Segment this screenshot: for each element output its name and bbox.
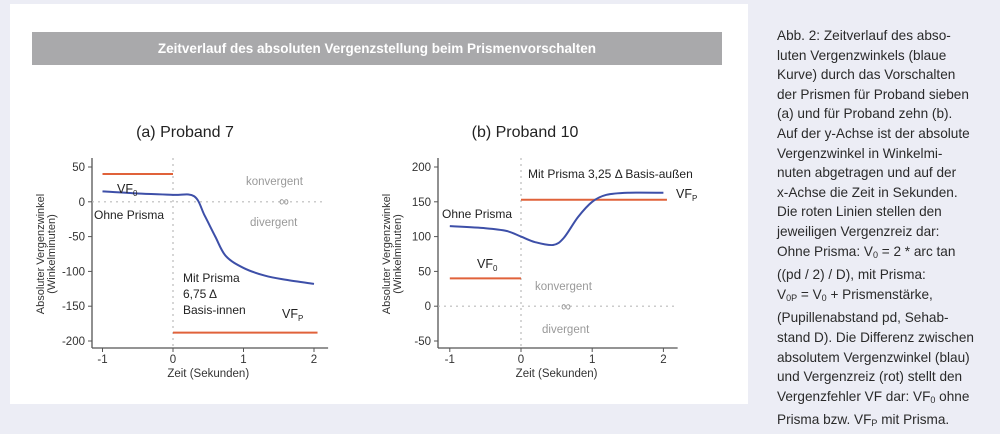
caption-line: Abb. 2: Zeitverlauf des abso- bbox=[777, 28, 951, 43]
mit-prisma-label: Basis-innen bbox=[183, 303, 246, 317]
y-tick-label: 0 bbox=[79, 197, 85, 209]
caption-line: nuten abgetragen und auf der bbox=[777, 165, 957, 181]
x-tick-label: 0 bbox=[170, 354, 176, 366]
vf0-label: VF0 bbox=[117, 182, 138, 198]
mit-prisma-label: Mit Prisma bbox=[183, 271, 240, 285]
caption-line: Vergenzfehler VF dar: VF0 ohne bbox=[777, 388, 970, 405]
caption-line: luten Vergenzwinkels (blaue bbox=[777, 47, 947, 63]
caption-line: der Prismen für Proband sieben bbox=[777, 86, 969, 102]
y-tick-label: -200 bbox=[62, 336, 85, 348]
caption-line: Prisma bzw. VFP mit Prisma. bbox=[777, 412, 950, 429]
y-tick-label: -150 bbox=[62, 301, 85, 313]
x-axis-label: Zeit (Sekunden) bbox=[167, 368, 249, 380]
caption-line: stand D). Die Differenz zwischen bbox=[777, 329, 974, 345]
vergence-curve bbox=[449, 191, 664, 247]
y-tick-label: 150 bbox=[412, 197, 431, 209]
infinity-symbol: ∞ bbox=[279, 193, 289, 209]
y-tick-label: 100 bbox=[412, 232, 431, 244]
mit-prisma-label: 6,75 Δ bbox=[183, 287, 217, 301]
y-tick-label: 200 bbox=[412, 162, 431, 174]
y-tick-label: -100 bbox=[62, 266, 85, 278]
y-tick-label: 0 bbox=[425, 301, 431, 313]
caption-line: (a) und für Proband zehn (b). bbox=[777, 106, 953, 122]
caption-line: Vergenzwinkel in Winkelmi- bbox=[777, 145, 943, 161]
caption-line: jeweiligen Vergenzreiz dar: bbox=[777, 223, 940, 239]
caption-line: Ohne Prisma: V0 = 2 * arc tan bbox=[777, 243, 956, 260]
konvergent-label: konvergent bbox=[246, 176, 304, 188]
y-tick-label: -50 bbox=[414, 336, 431, 348]
caption-line: absolutem Vergenzwinkel (blau) bbox=[777, 349, 970, 365]
x-tick-label: 1 bbox=[589, 354, 595, 366]
ohne-prisma-label: Ohne Prisma bbox=[94, 208, 164, 222]
x-tick-label: -1 bbox=[445, 354, 455, 366]
caption-line: ((pd / 2) / D), mit Prisma: bbox=[777, 267, 926, 283]
y-axis-label: Absoluter Vergenzwinkel bbox=[35, 194, 47, 314]
x-axis-label: Zeit (Sekunden) bbox=[516, 368, 598, 380]
figure-panel bbox=[10, 4, 748, 404]
y-axis-label: (Winkelminuten) bbox=[392, 214, 404, 293]
caption-line: und Vergenzreiz (rot) stellt den bbox=[777, 369, 963, 385]
caption-line: V0P = V0 + Prismenstärke, bbox=[777, 286, 933, 303]
figure-title: Zeitverlauf des absoluten Vergenzstellun… bbox=[32, 32, 722, 65]
caption-line: Auf der y-Achse ist der absolute bbox=[777, 125, 970, 141]
infinity-symbol: ∞ bbox=[561, 298, 571, 314]
vfp-label: VFP bbox=[676, 187, 697, 203]
caption-line: x-Achse die Zeit in Sekunden. bbox=[777, 184, 958, 200]
figure-caption: Abb. 2: Zeitverlauf des abso- luten Verg… bbox=[777, 26, 1000, 434]
x-tick-label: 0 bbox=[518, 354, 524, 366]
caption-line: Kurve) durch das Vorschalten bbox=[777, 67, 956, 83]
vf0-label: VF0 bbox=[477, 257, 498, 273]
divergent-label: divergent bbox=[542, 324, 590, 336]
x-tick-label: -1 bbox=[97, 354, 107, 366]
x-tick-label: 1 bbox=[240, 354, 246, 366]
y-axis-label: (Winkelminuten) bbox=[46, 214, 58, 293]
chart-title: (a) Proband 7 bbox=[136, 124, 234, 141]
caption-line: Die roten Linien stellen den bbox=[777, 204, 942, 220]
vfp-label: VFP bbox=[282, 307, 303, 323]
x-tick-label: 2 bbox=[660, 354, 666, 366]
vergence-curve bbox=[102, 190, 315, 285]
caption-line: (Pupillenabstand pd, Sehab- bbox=[777, 310, 949, 326]
ohne-prisma-label: Ohne Prisma bbox=[442, 207, 512, 221]
divergent-label: divergent bbox=[250, 217, 298, 229]
y-tick-label: 50 bbox=[418, 266, 431, 278]
chart-title: (b) Proband 10 bbox=[472, 124, 579, 141]
x-tick-label: 2 bbox=[311, 354, 317, 366]
mit-prisma-label: Mit Prisma 3,25 Δ Basis-außen bbox=[528, 167, 693, 181]
y-tick-label: -50 bbox=[68, 232, 85, 244]
konvergent-label: konvergent bbox=[535, 281, 593, 293]
y-axis-label: Absoluter Vergenzwinkel bbox=[381, 194, 393, 314]
y-tick-label: 50 bbox=[72, 162, 85, 174]
